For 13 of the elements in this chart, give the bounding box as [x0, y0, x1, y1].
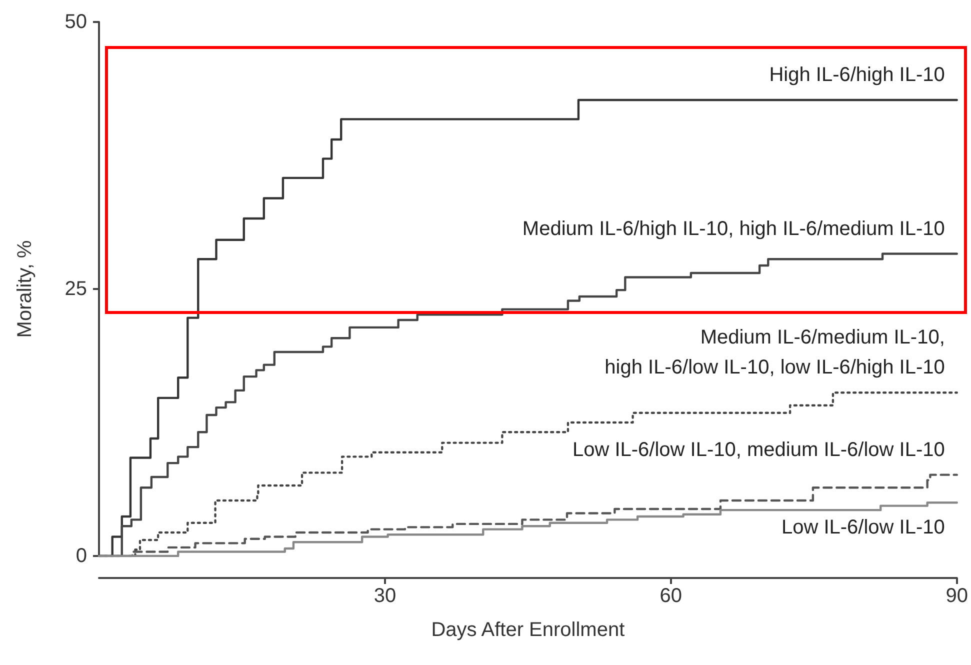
x-tick-label: 30	[374, 585, 396, 607]
x-tick-label: 60	[660, 585, 682, 607]
x-axis-title: Days After Enrollment	[431, 619, 626, 641]
series-label: Low IL-6/low IL-10	[781, 516, 945, 539]
x-tick-label: 90	[946, 585, 968, 607]
y-axis-title: Morality, %	[14, 240, 36, 338]
series-label: Low IL-6/low IL-10, medium IL-6/low IL-10	[572, 438, 945, 461]
y-tick-label: 50	[64, 11, 87, 33]
series-label: Medium IL-6/high IL-10, high IL-6/medium IL-10	[522, 218, 945, 240]
series-label: High IL-6/high IL-10	[769, 64, 945, 86]
y-tick-label: 25	[64, 278, 87, 300]
series-label: Medium IL-6/medium IL-10, high IL-6/low IL-10, low IL-6/high IL-10	[604, 326, 945, 379]
y-tick-label: 0	[76, 545, 87, 567]
